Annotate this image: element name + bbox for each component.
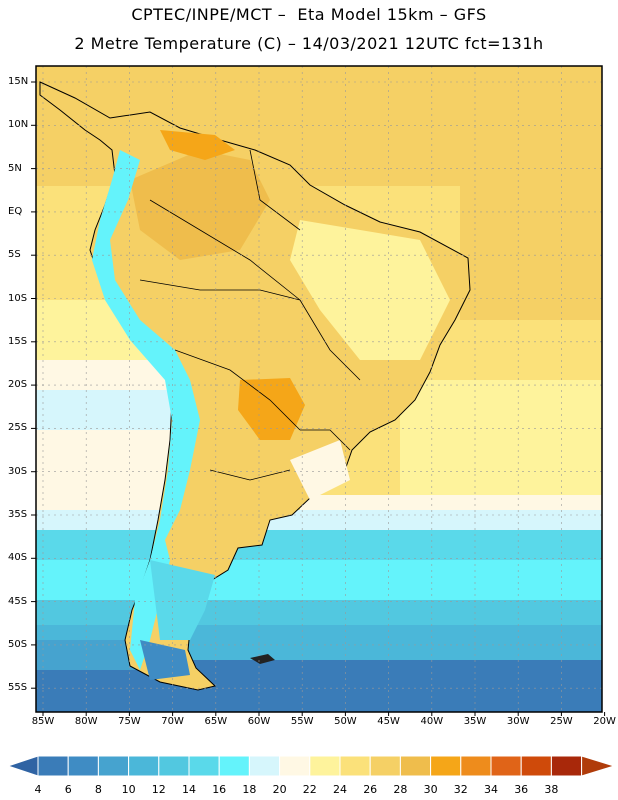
lat-label: 45S <box>8 595 28 607</box>
lat-label: 15S <box>8 335 28 347</box>
colorbar-low-arrow <box>6 755 39 777</box>
lon-label: 40W <box>420 716 444 727</box>
lon-label: 20W <box>593 716 616 727</box>
colorbar-swatch <box>248 755 281 777</box>
lat-label: 5S <box>8 249 21 261</box>
colorbar-swatch <box>550 755 583 777</box>
colorbar-label: 12 <box>151 783 166 796</box>
lon-label: 60W <box>247 716 271 727</box>
title-line-2: 2 Metre Temperature (C) – 14/03/2021 12U… <box>74 34 544 53</box>
colorbar-swatch <box>279 755 311 777</box>
colorbar-label: 36 <box>514 783 529 796</box>
lat-label: 10N <box>8 119 29 131</box>
colorbar-swatch <box>339 755 371 777</box>
colorbar-swatch <box>369 755 401 777</box>
colorbar-swatch <box>67 755 99 777</box>
lon-label: 65W <box>204 716 228 727</box>
lat-label: 30S <box>8 465 28 477</box>
colorbar-label: 20 <box>272 783 287 796</box>
lon-label: 50W <box>334 716 357 727</box>
lat-label: 15N <box>8 76 29 87</box>
lon-label: 80W <box>74 716 98 727</box>
colorbar-swatch <box>520 755 552 777</box>
lon-label: 30W <box>506 716 530 727</box>
colorbar-label: 24 <box>333 783 347 796</box>
lat-label: 55S <box>8 682 28 694</box>
lon-label: 70W <box>161 716 184 727</box>
lat-label: 35S <box>8 509 28 520</box>
lon-label: 25W <box>550 716 573 727</box>
andes-cold-band <box>92 150 200 670</box>
lon-label: 55W <box>290 716 314 727</box>
colorbar-swatch <box>97 755 130 777</box>
colorbar-label: 30 <box>423 783 438 796</box>
colorbar-label: 14 <box>182 783 196 796</box>
colorbar-label: 32 <box>453 783 468 796</box>
colorbar-label: 26 <box>363 783 378 796</box>
lat-label: 10S <box>8 292 28 304</box>
lat-label: 5N <box>8 162 22 174</box>
colorbar-label: 22 <box>302 783 317 796</box>
lat-label: 50S <box>8 638 28 650</box>
colorbar-label: 34 <box>484 783 498 796</box>
lon-label: 75W <box>118 716 141 727</box>
colorbar-swatch <box>430 755 462 777</box>
colorbar-swatch <box>218 755 250 777</box>
colorbar-swatch <box>158 755 190 777</box>
title-line-1: CPTEC/INPE/MCT – Eta Model 15km – GFS <box>131 5 487 24</box>
lat-label: 20S <box>8 379 28 391</box>
lat-label: 40S <box>8 552 28 564</box>
colorbar-swatch <box>37 755 69 777</box>
colorbar-label: 8 <box>94 783 102 796</box>
lon-label: 35W <box>463 716 487 727</box>
colorbar-label: 6 <box>64 783 72 796</box>
colorbar-label: 18 <box>242 783 257 796</box>
colorbar-label: 28 <box>393 783 408 796</box>
colorbar-swatch <box>460 755 492 777</box>
temperature-map <box>31 65 606 716</box>
colorbar-swatch <box>490 755 522 777</box>
colorbar-swatch <box>309 755 341 777</box>
colorbar <box>6 755 616 777</box>
colorbar-label: 4 <box>34 783 42 796</box>
colorbar-label: 38 <box>544 783 559 796</box>
colorbar-swatch <box>399 755 432 777</box>
lat-label: 25S <box>8 422 28 434</box>
lat-label: EQ <box>8 205 23 217</box>
colorbar-high-arrow <box>581 755 616 777</box>
colorbar-swatch <box>128 755 160 777</box>
lon-label: 85W <box>31 716 55 727</box>
lon-label: 45W <box>377 716 400 727</box>
colorbar-label: 16 <box>212 783 227 796</box>
colorbar-swatch <box>188 755 220 777</box>
colorbar-label: 10 <box>121 783 136 796</box>
